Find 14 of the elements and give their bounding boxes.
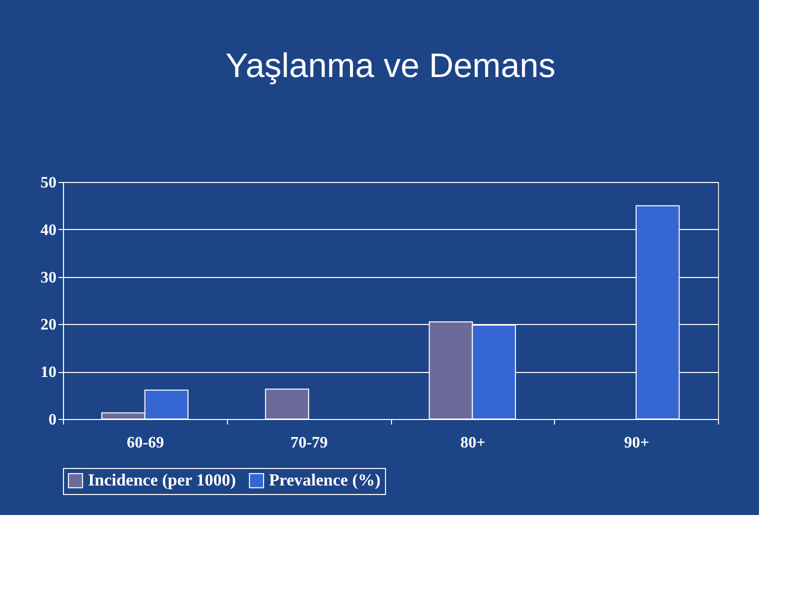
y-tick-label: 0: [48, 412, 56, 428]
y-tick-label: 10: [40, 364, 56, 382]
bar: [265, 388, 310, 420]
x-tick-label: 70-79: [290, 434, 328, 452]
y-tick-label: 20: [40, 316, 56, 334]
chart-title: Yaşlanma ve Demans: [225, 47, 556, 85]
y-tick-label: 50: [40, 174, 56, 192]
y-tick-label: 30: [40, 269, 56, 286]
legend-label: Incidence (per 1000): [88, 470, 236, 490]
x-tick-label: 80+: [460, 434, 486, 452]
x-tick-label: 60-69: [126, 434, 164, 452]
legend-label: Prevalence (%): [269, 470, 381, 490]
x-tick-label: 90+: [624, 434, 650, 452]
y-tick-label: 40: [40, 222, 56, 239]
